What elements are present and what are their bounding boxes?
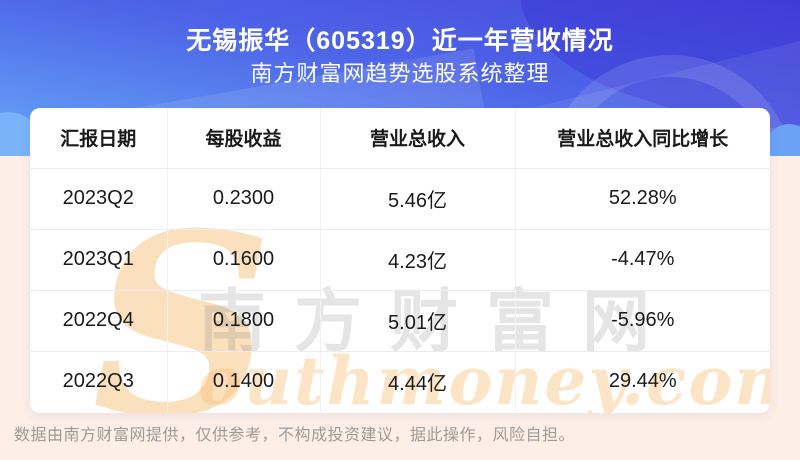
- disclaimer-text: 数据由南方财富网提供，仅供参考，不构成投资建议，据此操作，风险自担。: [14, 427, 576, 444]
- column-header-yoy-growth: 营业总收入同比增长: [515, 108, 770, 169]
- cell-yoy-growth: 52.28%: [515, 168, 770, 230]
- cell-eps: 0.1800: [167, 290, 321, 352]
- cell-total-revenue: 5.46亿: [320, 168, 516, 230]
- cell-total-revenue: 5.01亿: [320, 290, 516, 352]
- cell-report-date: 2022Q3: [30, 351, 168, 412]
- column-header-report-date: 汇报日期: [30, 108, 168, 169]
- revenue-table: 汇报日期 每股收益 营业总收入 营业总收入同比增长 2023Q2 0.2300 …: [30, 108, 770, 412]
- table-row: 2023Q1 0.1600 4.23亿 -4.47%: [30, 229, 770, 291]
- table-row: 2022Q3 0.1400 4.44亿 29.44%: [30, 351, 770, 412]
- revenue-table-card: S 南方财富网 outhmoney.com 汇报日期 每股收益 营业总收入 营业…: [30, 108, 770, 413]
- cell-total-revenue: 4.23亿: [320, 229, 516, 291]
- cell-eps: 0.1600: [167, 229, 321, 291]
- cell-total-revenue: 4.44亿: [320, 351, 516, 412]
- column-header-total-revenue: 营业总收入: [320, 108, 516, 169]
- cell-eps: 0.1400: [167, 351, 321, 412]
- column-header-eps: 每股收益: [167, 108, 321, 169]
- page-subtitle: 南方财富网趋势选股系统整理: [250, 61, 550, 86]
- cell-eps: 0.2300: [167, 168, 321, 230]
- page-title: 无锡振华（605319）近一年营收情况: [186, 27, 614, 55]
- table-header-row: 汇报日期 每股收益 营业总收入 营业总收入同比增长: [30, 108, 770, 169]
- cell-report-date: 2023Q1: [30, 229, 168, 291]
- cell-report-date: 2023Q2: [30, 168, 168, 230]
- cell-report-date: 2022Q4: [30, 290, 168, 352]
- table-row: 2022Q4 0.1800 5.01亿 -5.96%: [30, 290, 770, 352]
- cell-yoy-growth: -4.47%: [515, 229, 770, 291]
- cell-yoy-growth: 29.44%: [608, 370, 677, 393]
- table-row: 2023Q2 0.2300 5.46亿 52.28%: [30, 168, 770, 230]
- cell-yoy-growth: -5.96%: [515, 290, 770, 352]
